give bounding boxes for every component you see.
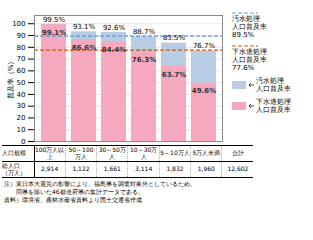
svg-text:99.1%: 99.1%: [42, 29, 66, 37]
svg-text:63.7%: 63.7%: [162, 71, 186, 79]
html-text:10～30万人: 10～30万人: [130, 146, 158, 160]
svg-text:80: 80: [17, 44, 26, 52]
html-text:同県を除いた46都道府県の集計データである。: 同県を除いた46都道府県の集計データである。: [4, 188, 144, 196]
svg-text:20: 20: [17, 114, 26, 122]
svg-text:76.3%: 76.3%: [132, 56, 156, 64]
html-text:1,832: 1,832: [166, 165, 184, 173]
html-text:汚水処理 人口普及率: 汚水処理 人口普及率: [256, 77, 291, 94]
svg-text:86.6%: 86.6%: [72, 44, 96, 52]
html-text:12,602: 12,602: [227, 165, 249, 173]
html-text:資料）環境省、農林水産省資料より国土交通省作成: 資料）環境省、農林水産省資料より国土交通省作成: [4, 196, 142, 203]
svg-text:76.7%: 76.7%: [193, 42, 216, 50]
html-text:1,122: 1,122: [72, 165, 90, 173]
svg-text:83.5%: 83.5%: [163, 34, 186, 42]
svg-text:93.1%: 93.1%: [73, 23, 96, 31]
svg-text:88.7%: 88.7%: [133, 28, 156, 36]
svg-text:普及率（%）: 普及率（%）: [6, 58, 15, 100]
html-text:2,914: 2,914: [41, 165, 59, 173]
svg-text:60: 60: [17, 67, 26, 75]
svg-text:0: 0: [21, 138, 25, 145]
svg-text:40: 40: [17, 91, 26, 99]
html-text:1,661: 1,661: [103, 165, 121, 173]
html-text:100万人以上: 100万人以上: [34, 146, 65, 160]
html-text:5～10万人 5万人未満: 5～10万人 5万人未満: [160, 149, 221, 157]
svg-text:70: 70: [17, 55, 26, 63]
html-text:下水道処理 人口普及率: 下水道処理 人口普及率: [256, 98, 291, 115]
svg-text:10: 10: [17, 126, 26, 134]
html-text:総人口 （万人）: 総人口 （万人）: [2, 162, 26, 176]
svg-text:92.6%: 92.6%: [103, 24, 126, 32]
svg-text:50: 50: [17, 79, 26, 87]
html-text:3,114: 3,114: [135, 165, 153, 173]
html-text:下水道処理 人口普及率 77.6%: 下水道処理 人口普及率 77.6%: [232, 48, 267, 73]
svg-text:90: 90: [17, 32, 26, 40]
html-text:合計: 合計: [231, 149, 244, 157]
html-text:50～100万人: 50～100万人: [68, 146, 94, 160]
svg-text:100: 100: [12, 20, 25, 28]
svg-text:30: 30: [17, 102, 26, 110]
html-text:注）東日本大震災の影響により、福島県を調査対象外としているた: 注）東日本大震災の影響により、福島県を調査対象外としているため、: [4, 180, 196, 188]
svg-text:84.4%: 84.4%: [102, 46, 126, 54]
html-text:人口規模: 人口規模: [2, 149, 26, 157]
svg-text:49.6%: 49.6%: [192, 87, 216, 95]
svg-text:99.5%: 99.5%: [43, 16, 66, 24]
html-text:1,960: 1,960: [197, 165, 215, 173]
html-text:汚水処理 人口普及率 89.5%: 汚水処理 人口普及率 89.5%: [232, 15, 267, 40]
html-text:30～50万人: 30～50万人: [98, 146, 126, 160]
